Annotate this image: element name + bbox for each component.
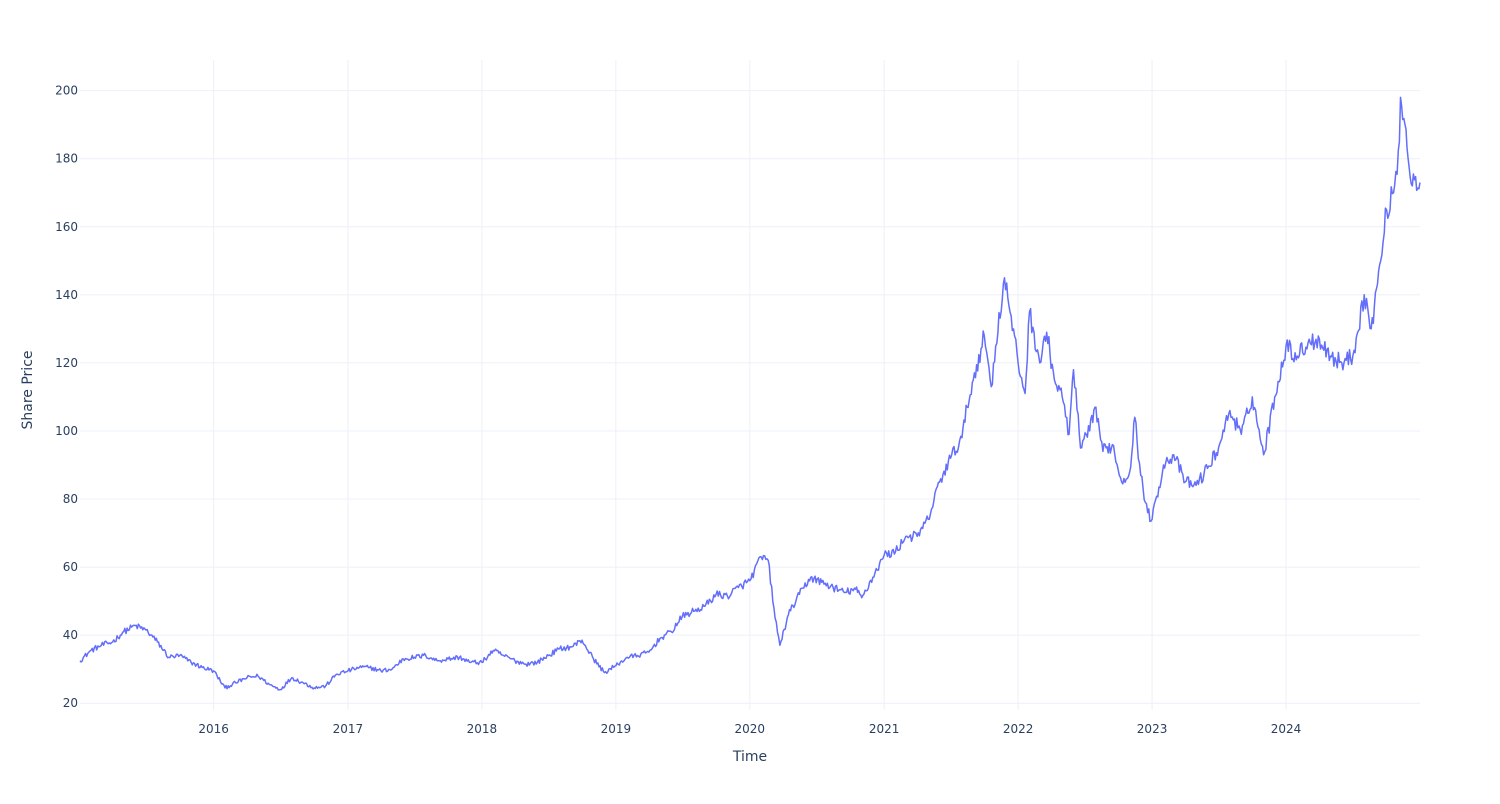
y-tick-label: 120 (55, 356, 78, 370)
y-tick-label: 40 (63, 628, 78, 642)
y-tick-label: 20 (63, 696, 78, 710)
x-tick-label: 2017 (333, 722, 364, 736)
x-axis-title: Time (732, 749, 767, 765)
x-tick-label: 2019 (601, 722, 632, 736)
y-tick-label: 80 (63, 492, 78, 506)
x-tick-label: 2022 (1003, 722, 1034, 736)
grid (80, 60, 1420, 710)
series-layer (79, 96, 1421, 691)
y-tick-label: 100 (55, 424, 78, 438)
y-tick-label: 160 (55, 220, 78, 234)
y-tick-label: 200 (55, 84, 78, 98)
x-tick-label: 2023 (1137, 722, 1168, 736)
y-axis-title: Share Price (20, 350, 36, 429)
x-tick-label: 2016 (198, 722, 229, 736)
x-tick-labels: 2016 2017 2018 2019 2020 2021 2022 2023 2024 (198, 722, 1301, 736)
y-tick-label: 60 (63, 560, 78, 574)
y-tick-label: 180 (55, 152, 78, 166)
y-tick-label: 140 (55, 288, 78, 302)
x-tick-label: 2021 (869, 722, 900, 736)
x-tick-label: 2020 (735, 722, 766, 736)
x-tick-label: 2024 (1271, 722, 1302, 736)
series-line (79, 96, 1421, 691)
x-tick-label: 2018 (467, 722, 498, 736)
y-tick-labels: 20 40 60 80 100 120 140 160 180 200 (55, 84, 78, 711)
